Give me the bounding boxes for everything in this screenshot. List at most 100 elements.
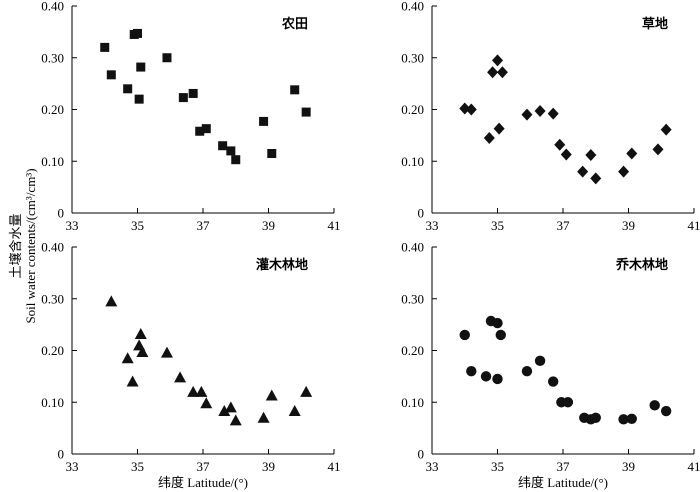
x-tick-label: 41 — [688, 218, 700, 233]
data-point — [534, 105, 546, 118]
y-tick-label: 0.10 — [401, 154, 424, 169]
y-axis-label-en: Soil water contents/(cm³/cm³) — [23, 168, 38, 323]
data-point — [496, 66, 508, 79]
y-tick-label: 0.20 — [41, 102, 64, 117]
data-point — [585, 149, 597, 162]
y-tick-label: 0.20 — [401, 343, 424, 358]
y-tick-label: 0 — [418, 447, 425, 462]
x-tick-label: 33 — [66, 218, 79, 233]
data-point — [521, 366, 533, 377]
data-point — [660, 123, 672, 136]
data-point — [201, 124, 211, 134]
data-point — [480, 371, 492, 382]
data-point — [590, 172, 602, 185]
data-point — [100, 42, 110, 52]
data-point — [259, 116, 269, 126]
data-point — [495, 329, 506, 341]
x-tick-label: 35 — [491, 459, 504, 474]
data-point — [290, 85, 300, 95]
data-point — [123, 84, 133, 94]
x-axis-label: 纬度 Latitude/(°) — [158, 475, 248, 490]
data-point — [652, 143, 664, 156]
x-tick-label: 41 — [688, 459, 700, 474]
data-point — [562, 397, 574, 408]
data-point — [133, 28, 142, 38]
data-point — [188, 88, 198, 98]
data-point — [195, 385, 208, 397]
data-point — [224, 401, 237, 413]
y-tick-label: 0.30 — [41, 291, 64, 306]
y-tick-label: 0.20 — [41, 343, 64, 358]
data-point — [492, 317, 503, 329]
data-point — [178, 93, 188, 103]
x-axis-label: 纬度 Latitude/(°) — [518, 475, 608, 490]
y-tick-label: 0.10 — [41, 395, 64, 410]
data-point — [466, 366, 477, 377]
data-point — [649, 400, 660, 411]
panel-title: 灌木林地 — [256, 257, 308, 272]
y-tick-label: 0.30 — [401, 50, 424, 65]
data-point — [577, 165, 589, 178]
data-point — [547, 376, 559, 387]
data-point — [534, 355, 546, 367]
y-axis-label-cn: 土壤含水量 — [8, 213, 23, 278]
x-tick-label: 37 — [557, 218, 571, 233]
y-tick-label: 0.10 — [41, 154, 64, 169]
x-tick-label: 41 — [328, 218, 341, 233]
data-point — [560, 148, 572, 161]
y-tick-label: 0 — [418, 206, 425, 221]
panel-title: 乔木林地 — [615, 257, 668, 272]
x-tick-label: 35 — [491, 218, 504, 233]
data-point — [218, 405, 231, 417]
data-point — [626, 147, 638, 160]
data-point — [492, 373, 503, 385]
data-point — [493, 122, 505, 135]
x-tick-label: 33 — [426, 459, 439, 474]
data-point — [267, 148, 277, 158]
x-tick-label: 41 — [328, 459, 341, 474]
data-point — [106, 70, 116, 80]
data-point — [626, 413, 637, 425]
data-point — [459, 102, 471, 115]
data-point — [590, 412, 601, 423]
data-point — [226, 146, 236, 156]
data-point — [126, 375, 139, 387]
data-point — [301, 107, 311, 117]
x-tick-label: 37 — [197, 218, 211, 233]
data-point — [465, 103, 477, 116]
data-point — [487, 66, 499, 79]
data-point — [492, 54, 503, 67]
x-tick-label: 37 — [197, 459, 211, 474]
data-point — [187, 385, 200, 397]
data-point — [229, 414, 242, 426]
data-point — [162, 53, 172, 63]
data-point — [547, 107, 559, 120]
data-point — [105, 295, 118, 307]
y-tick-label: 0.30 — [401, 291, 424, 306]
y-tick-label: 0 — [58, 447, 65, 462]
x-tick-label: 39 — [262, 459, 275, 474]
data-point — [136, 62, 146, 72]
x-tick-label: 39 — [622, 459, 635, 474]
panel-title: 草地 — [642, 16, 668, 31]
y-tick-label: 0.20 — [401, 102, 424, 117]
panel-title: 农田 — [281, 16, 308, 31]
x-tick-label: 37 — [557, 459, 571, 474]
y-tick-label: 0.40 — [401, 0, 424, 14]
data-point — [174, 371, 187, 383]
data-point — [459, 329, 470, 341]
x-tick-label: 33 — [426, 218, 439, 233]
y-tick-label: 0.10 — [401, 395, 424, 410]
data-point — [231, 155, 241, 165]
data-point — [521, 108, 533, 121]
data-point — [554, 138, 566, 151]
data-point — [121, 352, 134, 364]
x-tick-label: 35 — [131, 459, 144, 474]
data-point — [195, 126, 205, 136]
data-point — [218, 141, 228, 151]
data-point — [136, 346, 149, 358]
data-point — [618, 414, 629, 425]
data-point — [288, 405, 301, 417]
x-tick-label: 39 — [262, 218, 275, 233]
